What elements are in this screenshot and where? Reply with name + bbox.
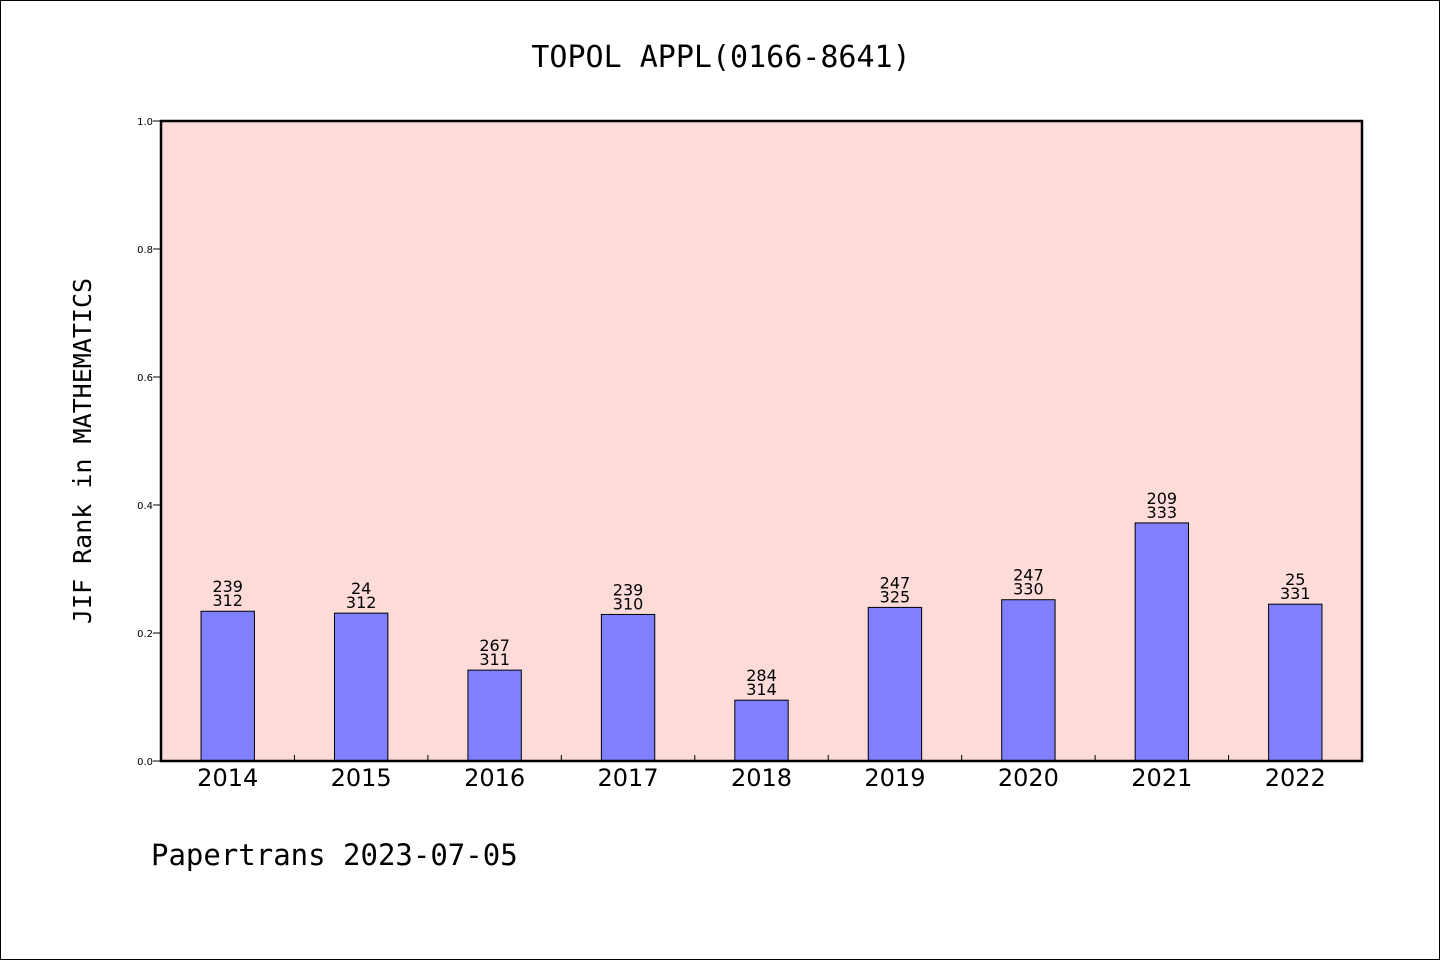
bar-label-rank: 247 <box>880 573 911 592</box>
bar-label-rank: 24 <box>351 579 371 598</box>
x-tick-label: 2019 <box>864 764 925 792</box>
y-tick-label: 0.2 <box>137 629 153 640</box>
y-tick-label: 0.4 <box>137 501 153 512</box>
bar-label-total: 331 <box>1280 584 1311 603</box>
bar-2019 <box>867 606 923 762</box>
bar-label-total: 314 <box>746 680 777 699</box>
bar-2015 <box>333 612 389 762</box>
y-tick-label: 0.8 <box>137 245 153 256</box>
bar-label-rank: 239 <box>613 580 644 599</box>
bar-label-rank: 209 <box>1147 489 1178 508</box>
bar-label-rank: 267 <box>479 636 510 655</box>
y-axis-ticks: 0.0 0.2 0.4 0.6 0.8 1.0 <box>137 117 161 768</box>
bar-label-total: 311 <box>479 650 510 669</box>
bars <box>200 522 1323 762</box>
x-tick-label: 2017 <box>598 764 659 792</box>
x-tick-label: 2021 <box>1131 764 1192 792</box>
bar-label-total: 330 <box>1013 580 1044 599</box>
y-axis-label: JIF Rank in MATHEMATICS <box>68 278 97 624</box>
x-tick-label: 2014 <box>197 764 258 792</box>
y-tick-label: 0.6 <box>137 373 153 384</box>
bar-labels: 2393122431226731123931028431424732524733… <box>212 489 1310 699</box>
y-tick-label: 0.0 <box>137 757 153 768</box>
chart-title: TOPOL APPL(0166-8641) <box>531 40 910 75</box>
bar-2017 <box>600 613 656 762</box>
x-tick-label: 2020 <box>998 764 1059 792</box>
bar-label-total: 312 <box>346 593 377 612</box>
bar-label-total: 333 <box>1147 503 1178 522</box>
bar-2022 <box>1268 603 1323 762</box>
bar-2021 <box>1134 522 1190 762</box>
bar-2020 <box>1001 599 1056 762</box>
x-tick-label: 2015 <box>331 764 392 792</box>
bar-label-rank: 247 <box>1013 566 1044 585</box>
bar-2016 <box>467 669 522 762</box>
plot-border <box>159 119 1364 763</box>
x-tick-label: 2018 <box>731 764 792 792</box>
bar-label-rank: 284 <box>746 666 777 685</box>
bar-label-rank: 239 <box>212 577 243 596</box>
bar-label-total: 325 <box>880 587 911 606</box>
x-tick-label: 2022 <box>1265 764 1326 792</box>
y-tick-label: 1.0 <box>137 117 153 128</box>
bar-label-rank: 25 <box>1285 570 1305 589</box>
x-axis-ticks: 2014 2015 2016 2017 2018 2019 2020 2021 2022 <box>197 755 1326 792</box>
bar-2014 <box>200 610 255 762</box>
bar-label-total: 310 <box>613 594 644 613</box>
bar-2018 <box>734 699 789 762</box>
footer-text: Papertrans 2023-07-05 <box>151 838 518 872</box>
x-tick-label: 2016 <box>464 764 525 792</box>
bar-label-total: 312 <box>212 591 243 610</box>
